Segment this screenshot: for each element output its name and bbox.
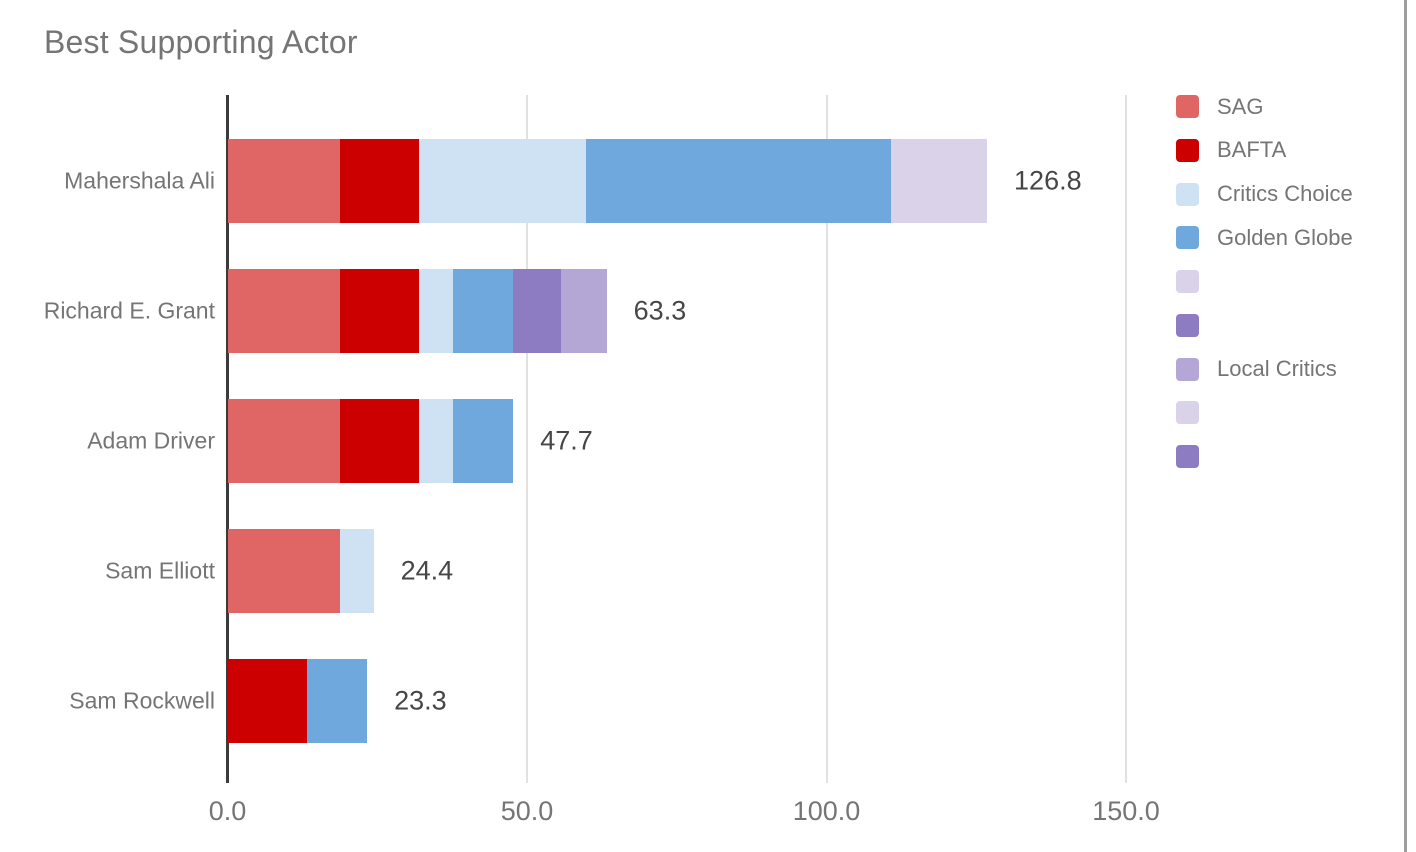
category-label: Mahershala Ali <box>64 167 215 194</box>
legend-swatch <box>1176 270 1199 293</box>
legend-swatch <box>1176 445 1199 468</box>
bar-total-label: 23.3 <box>394 685 447 716</box>
legend-label: BAFTA <box>1217 137 1287 163</box>
legend-swatch <box>1176 357 1199 381</box>
bar-segment-local-critics[interactable] <box>561 269 607 353</box>
bar-segment-sag[interactable] <box>227 399 340 483</box>
legend-label: SAG <box>1217 93 1264 119</box>
category-label: Richard E. Grant <box>43 297 215 324</box>
legend-item-unnamed[interactable] <box>1176 270 1396 293</box>
bar-segment-bafta[interactable] <box>339 269 420 353</box>
legend-swatch <box>1176 226 1199 250</box>
bar-total-label: 24.4 <box>400 555 454 586</box>
legend-item-local-critics[interactable]: Local Critics <box>1176 356 1396 381</box>
bar-segment-golden-globe[interactable] <box>452 269 514 353</box>
bar-segment-bafta[interactable] <box>227 659 308 743</box>
bar-segment-golden-globe[interactable] <box>307 659 368 743</box>
legend-item-critics-choice[interactable]: Critics Choice <box>1176 181 1396 206</box>
legend-item-unnamed[interactable] <box>1176 313 1396 337</box>
chart-title: Best Supporting Actor <box>44 24 358 60</box>
bar-total-label: 126.8 <box>1014 165 1082 196</box>
x-tick-label: 150.0 <box>1092 796 1160 826</box>
bar-segment-critics-choice[interactable] <box>419 269 453 353</box>
legend-item-golden-globe[interactable]: Golden Globe <box>1176 224 1396 250</box>
legend-swatch <box>1176 138 1199 162</box>
gridline-100.0 <box>825 95 828 783</box>
category-label: Sam Rockwell <box>69 687 215 714</box>
legend-swatch <box>1176 401 1199 425</box>
bar-total-label: 63.3 <box>633 295 687 326</box>
bar-segment-golden-globe[interactable] <box>586 139 891 223</box>
bar-segment-bafta[interactable] <box>339 399 420 483</box>
legend-item-unnamed[interactable] <box>1176 401 1396 425</box>
bar-total-label: 47.7 <box>540 425 593 456</box>
legend-label: Critics Choice <box>1217 181 1353 206</box>
category-label: Sam Elliott <box>105 557 215 584</box>
legend-swatch <box>1176 182 1199 206</box>
bar-segment-unnamed[interactable] <box>513 269 562 353</box>
legend-swatch <box>1176 313 1199 337</box>
legend-item-sag[interactable]: SAG <box>1176 93 1396 119</box>
bar-segment-critics-choice[interactable] <box>339 529 374 613</box>
legend-item-bafta[interactable]: BAFTA <box>1176 137 1396 163</box>
legend-label: Golden Globe <box>1217 224 1353 250</box>
legend-label: Local Critics <box>1217 356 1337 381</box>
bar-segment-sag[interactable] <box>227 139 340 223</box>
legend-swatch <box>1176 95 1199 118</box>
bar-segment-unnamed[interactable] <box>890 139 988 223</box>
x-tick-label: 0.0 <box>208 796 247 826</box>
legend-item-unnamed[interactable] <box>1176 445 1396 468</box>
gridline-150.0 <box>1125 95 1127 783</box>
bar-segment-sag[interactable] <box>227 269 340 353</box>
bar-segment-critics-choice[interactable] <box>419 139 587 223</box>
x-tick-label: 100.0 <box>792 796 861 826</box>
category-label: Adam Driver <box>87 427 215 454</box>
right-border-divider <box>1404 0 1407 852</box>
bar-segment-bafta[interactable] <box>339 139 420 223</box>
bar-segment-sag[interactable] <box>227 529 340 613</box>
bar-segment-golden-globe[interactable] <box>452 399 514 483</box>
gridline-50.0 <box>526 95 528 783</box>
bar-segment-critics-choice[interactable] <box>419 399 453 483</box>
x-tick-label: 50.0 <box>500 796 554 826</box>
